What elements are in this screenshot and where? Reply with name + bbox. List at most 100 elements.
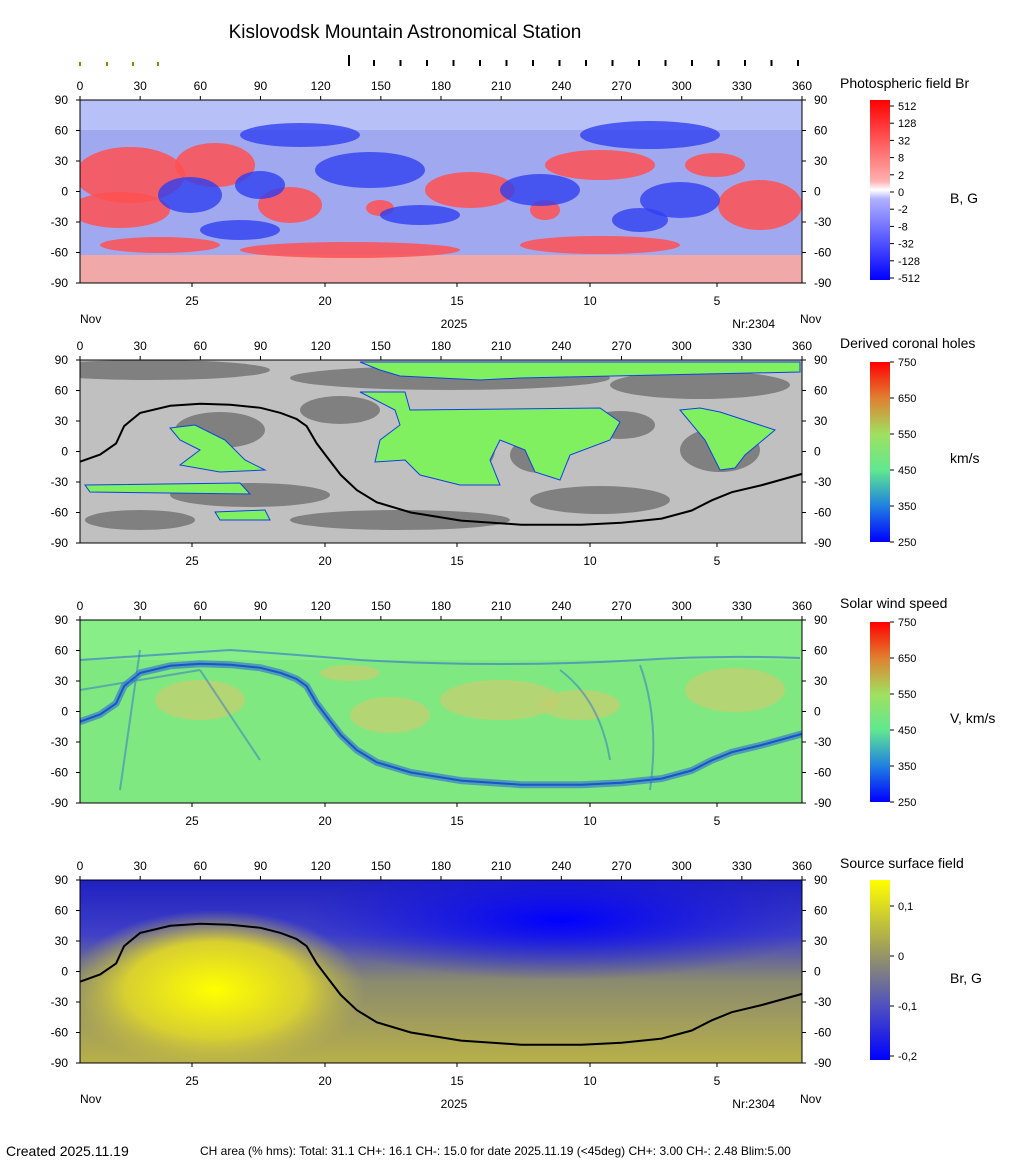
y-tick-label: -30 (51, 995, 69, 1009)
year-label: 2025 (441, 1097, 468, 1111)
colorbar-tick-label: -32 (898, 239, 914, 251)
x-tick-label: 300 (672, 599, 692, 613)
date-tick-label: 20 (318, 1074, 332, 1088)
y-tick-label: 30 (814, 674, 828, 688)
marker-strip (79, 55, 799, 66)
x-tick-label: 240 (551, 79, 571, 93)
colorbar-tick-label: 750 (898, 617, 916, 629)
x-tick-label: 360 (792, 599, 812, 613)
y-tick-label: 90 (55, 873, 69, 887)
date-tick-label: 5 (714, 554, 721, 568)
x-tick-label: 180 (431, 339, 451, 353)
x-tick-label: 330 (732, 859, 752, 873)
y-tick-label: -90 (51, 536, 69, 550)
x-tick-label: 120 (311, 599, 331, 613)
year-label: 2025 (441, 317, 468, 331)
x-tick-label: 180 (431, 599, 451, 613)
x-tick-label: 330 (732, 79, 752, 93)
y-tick-label: 90 (55, 613, 69, 627)
x-tick-label: 0 (77, 79, 84, 93)
date-tick-label: 5 (714, 814, 721, 828)
y-tick-label: -90 (51, 1056, 69, 1070)
y-tick-label: 60 (814, 904, 828, 918)
x-tick-label: 240 (551, 859, 571, 873)
solar-wind-map (80, 620, 802, 803)
colorbar-tick-label: 512 (898, 101, 916, 113)
month-right: Nov (800, 312, 821, 326)
x-tick-label: 60 (194, 79, 208, 93)
date-tick-label: 15 (450, 294, 464, 308)
y-tick-label: -30 (814, 215, 832, 229)
y-tick-label: 60 (55, 124, 69, 138)
x-tick-label: 60 (194, 339, 208, 353)
x-tick-label: 180 (431, 79, 451, 93)
colorbar-tick-label: 350 (898, 501, 916, 513)
x-tick-label: 150 (371, 79, 391, 93)
colorbar-photospheric: Photospheric field Br 512 128 32 8 2 0 -2 -8 -32… (840, 75, 978, 285)
y-tick-label: -90 (814, 796, 832, 810)
x-tick-label: 300 (672, 79, 692, 93)
x-tick-label: 150 (371, 339, 391, 353)
colorbar-tick-label: 350 (898, 761, 916, 773)
y-tick-label: -60 (814, 766, 832, 780)
colorbar-tick-label: 32 (898, 135, 910, 147)
y-tick-label: 30 (55, 674, 69, 688)
date-tick-label: 25 (185, 814, 199, 828)
y-tick-label: 30 (814, 154, 828, 168)
x-tick-label: 30 (133, 339, 147, 353)
colorbar-unit: km/s (950, 450, 980, 466)
colorbar-tick-label: 550 (898, 429, 916, 441)
y-tick-label: 0 (61, 185, 68, 199)
date-tick-label: 10 (583, 294, 597, 308)
colorbar-tick-label: 450 (898, 465, 916, 477)
x-tick-label: 60 (194, 859, 208, 873)
y-tick-label: 30 (55, 154, 69, 168)
date-tick-label: 20 (318, 554, 332, 568)
colorbar-tick-label: -0,1 (898, 1001, 917, 1013)
x-tick-label: 30 (133, 859, 147, 873)
x-tick-label: 180 (431, 859, 451, 873)
x-tick-label: 210 (491, 79, 511, 93)
x-tick-label: 270 (611, 859, 631, 873)
x-tick-label: 120 (311, 339, 331, 353)
colorbar-title: Source surface field (840, 855, 964, 871)
y-tick-label: -60 (51, 506, 69, 520)
date-tick-label: 25 (185, 554, 199, 568)
source-surface-map (80, 880, 802, 1063)
created-date: Created 2025.11.19 (6, 1143, 129, 1159)
colorbar-title: Solar wind speed (840, 595, 947, 611)
y-tick-label: -30 (814, 475, 832, 489)
x-tick-label: 0 (77, 859, 84, 873)
x-tick-label: 90 (254, 79, 268, 93)
x-tick-label: 210 (491, 859, 511, 873)
ch-area-summary: CH area (% hms): Total: 31.1 CH+: 16.1 C… (200, 1144, 791, 1158)
colorbar-tick-label: 650 (898, 653, 916, 665)
x-tick-label: 240 (551, 599, 571, 613)
colorbar-coronal-holes: Derived coronal holes 750 650 550 450 350 250… (840, 335, 980, 549)
date-tick-label: 10 (583, 1074, 597, 1088)
x-tick-label: 300 (672, 859, 692, 873)
colorbar-tick-label: 2 (898, 170, 904, 182)
coronal-holes-map (80, 360, 802, 543)
x-tick-label: 120 (311, 859, 331, 873)
y-tick-label: -90 (814, 1056, 832, 1070)
y-tick-label: -30 (814, 995, 832, 1009)
colorbar-tick-label: -8 (898, 221, 908, 233)
y-tick-label: -30 (51, 215, 69, 229)
x-tick-label: 90 (254, 339, 268, 353)
y-tick-label: 0 (814, 445, 821, 459)
colorbar-tick-label: 0,1 (898, 901, 913, 913)
month-left: Nov (80, 1092, 101, 1106)
y-tick-label: 60 (55, 904, 69, 918)
colorbar-tick-label: 8 (898, 153, 904, 165)
y-tick-label: -30 (814, 735, 832, 749)
colorbar-unit: Br, G (950, 970, 982, 986)
colorbar-tick-label: -512 (898, 273, 920, 285)
x-tick-label: 240 (551, 339, 571, 353)
x-tick-label: 90 (254, 599, 268, 613)
y-tick-label: 60 (55, 384, 69, 398)
